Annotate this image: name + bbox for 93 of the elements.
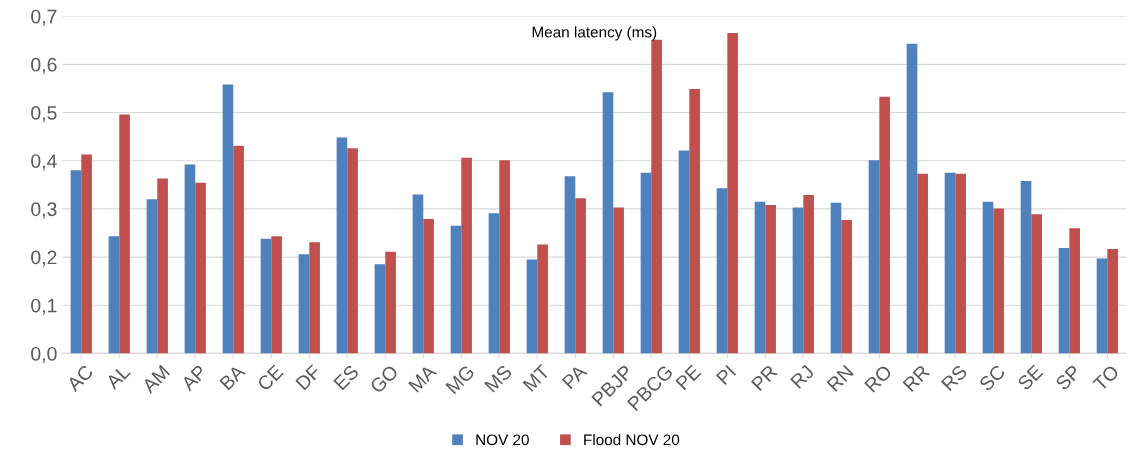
x-tick-label: PR [750, 364, 778, 392]
x-tick-label: SP [1054, 364, 1082, 391]
bar [575, 198, 586, 354]
bar [374, 264, 386, 354]
bar [488, 213, 500, 354]
bar [765, 205, 776, 354]
x-tick-label: AL [104, 364, 131, 390]
bar [81, 154, 92, 354]
x-tick-label: RJ [790, 364, 815, 389]
bar [271, 236, 282, 354]
bar [944, 172, 956, 354]
x-tick-label: AC [65, 364, 94, 393]
bar [640, 172, 652, 354]
bar [1031, 214, 1042, 354]
bar [309, 242, 320, 354]
x-tick-label: RR [902, 364, 931, 392]
x-tick-label: RO [864, 364, 893, 393]
bar [108, 236, 120, 354]
y-tick-label: 0,7 [31, 9, 57, 26]
bar [917, 173, 928, 354]
bar [689, 88, 700, 354]
x-tick-label: MS [484, 364, 513, 393]
bar [879, 96, 890, 354]
bar [412, 194, 424, 354]
y-tick-label: 0,3 [31, 202, 57, 219]
bar [678, 150, 690, 354]
text: Mean latency (ms) [532, 26, 657, 41]
bar [651, 39, 662, 354]
bar [754, 201, 766, 354]
bar [955, 173, 966, 354]
x-tick-label: DF [295, 364, 322, 391]
x-tick-label: CE [256, 364, 284, 392]
bar [906, 43, 918, 354]
x-tick-label: GO [369, 364, 400, 394]
y-tick-label: 0,6 [31, 57, 57, 74]
bar [1069, 228, 1080, 354]
bar [233, 145, 244, 354]
x-tick-label: SE [1016, 364, 1044, 391]
y-tick-label: 0,5 [31, 106, 57, 123]
bar [716, 188, 728, 354]
bar [260, 238, 272, 354]
x-tick-label: ES [333, 364, 360, 391]
bar [564, 176, 576, 354]
bar [526, 259, 538, 354]
legend-label: Flood NOV 20 [584, 434, 680, 446]
bar [727, 33, 738, 354]
bar [336, 137, 348, 354]
x-tick-label: PE [675, 364, 702, 391]
bar [830, 202, 842, 354]
bar [146, 199, 158, 354]
bar [157, 178, 168, 354]
x-tick-label: AP [180, 364, 208, 392]
y-tick-label: 0,4 [31, 154, 57, 171]
x-tick-label: MT [522, 363, 551, 392]
x-tick-label: SC [978, 364, 1007, 392]
bar [195, 182, 206, 354]
bar [602, 92, 614, 354]
x-tick-label: MA [408, 363, 438, 393]
bar [70, 170, 82, 354]
bar [792, 207, 804, 354]
bar [450, 225, 462, 354]
legend-label: NOV 20 [476, 434, 529, 446]
x-tick-label: TO [1092, 364, 1120, 392]
bar [1058, 247, 1070, 354]
bar [1020, 180, 1032, 354]
bar [298, 254, 310, 354]
x-tick-label: PA [561, 363, 588, 390]
bar [993, 208, 1004, 354]
bar [184, 164, 196, 354]
bar [982, 201, 994, 354]
bar [119, 114, 130, 354]
bar [868, 160, 880, 354]
bar [461, 157, 472, 354]
bar [499, 160, 510, 354]
bar [347, 148, 358, 354]
bar [1107, 248, 1118, 354]
x-tick-label: PI [716, 364, 737, 385]
x-tick-label: MG [445, 364, 476, 395]
y-tick-label: 0,2 [31, 250, 57, 267]
x-tick-label: BA [219, 363, 246, 391]
bar [222, 84, 234, 354]
bar [423, 219, 434, 354]
bar [613, 207, 624, 354]
bar [803, 194, 814, 354]
bar [537, 244, 548, 354]
bar [841, 219, 852, 354]
bar [385, 251, 396, 354]
y-tick-label: 0,1 [31, 298, 57, 315]
y-tick-label: 0,0 [31, 346, 57, 363]
bar [1096, 258, 1108, 354]
x-tick-label: AM [141, 364, 171, 394]
x-tick-label: RS [940, 364, 968, 392]
x-tick-label: RN [826, 364, 854, 392]
